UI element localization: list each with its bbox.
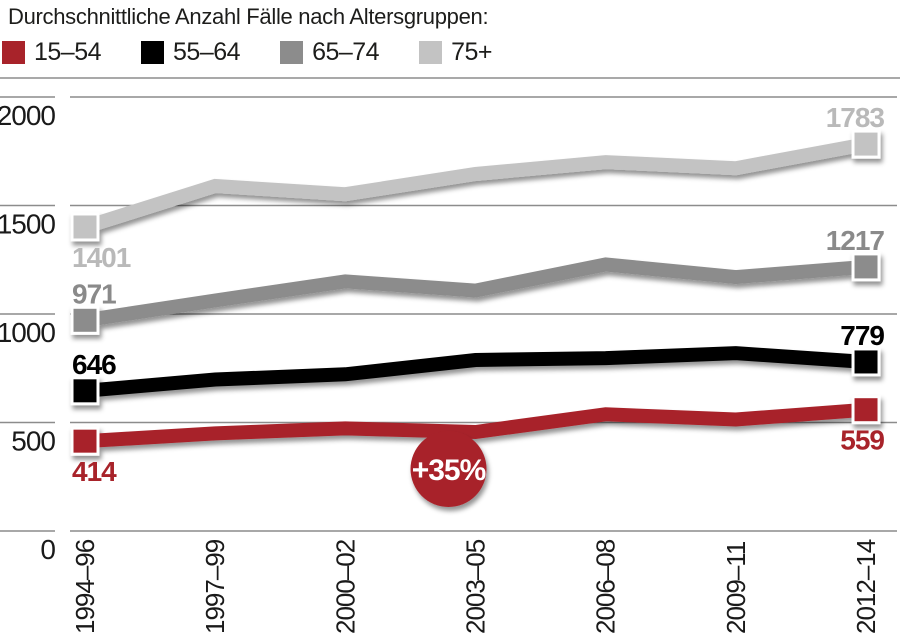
y-axis-label: 0 <box>40 534 55 565</box>
legend-label: 75+ <box>451 38 493 66</box>
data-marker-age-55-64 <box>851 347 881 377</box>
x-axis-label: 2009–11 <box>721 541 751 634</box>
data-marker-age-15-54 <box>851 395 881 425</box>
legend-label: 65–74 <box>312 38 380 66</box>
chart-title: Durchschnittliche Anzahl Fälle nach Alte… <box>8 4 489 29</box>
value-label-end-age-55-64: 779 <box>840 320 884 351</box>
legend-swatch-icon <box>280 41 304 64</box>
value-label-end-age-75-plus: 1783 <box>826 102 885 133</box>
data-marker-age-65-74 <box>851 252 881 282</box>
legend-item-55-64: 55–64 <box>141 38 241 67</box>
data-marker-age-65-74 <box>70 305 100 335</box>
series-age-75-plus <box>70 129 881 242</box>
legend: 15–54 55–64 65–74 75+ <box>2 38 532 67</box>
series-line-age-65-74 <box>83 257 867 328</box>
legend-swatch-icon <box>141 41 165 64</box>
badge-circle <box>410 431 487 507</box>
data-marker-age-15-54 <box>70 426 100 456</box>
x-axis-label: 1994–96 <box>70 539 100 634</box>
x-axis-label: 2006–08 <box>591 539 621 634</box>
y-axis-label: 1500 <box>0 209 55 240</box>
data-marker-age-75-plus <box>70 212 100 242</box>
annotation-badge: +35% <box>410 431 487 507</box>
value-label-end-age-65-74: 1217 <box>826 225 885 256</box>
legend-swatch-icon <box>2 41 25 64</box>
value-label-start-age-65-74: 971 <box>72 278 116 309</box>
value-label-start-age-55-64: 646 <box>72 349 116 380</box>
y-axis-label: 2000 <box>0 100 55 131</box>
value-label-start-age-75-plus: 1401 <box>72 242 131 273</box>
value-label-end-age-15-54: 559 <box>840 425 884 456</box>
series-line-age-15-54 <box>84 402 867 449</box>
legend-item-75+: 75+ <box>419 38 493 67</box>
x-axis-label: 2003–05 <box>461 539 491 634</box>
series-line-age-75-plus <box>82 137 868 234</box>
legend-item-15-54: 15–54 <box>2 38 102 67</box>
legend-label: 55–64 <box>173 38 241 66</box>
y-axis-label: 500 <box>11 426 55 457</box>
x-axis-label: 2012–14 <box>851 539 881 634</box>
series-age-65-74 <box>70 252 881 335</box>
legend-swatch-icon <box>419 41 443 64</box>
series-age-55-64 <box>70 346 881 406</box>
x-axis-label: 2000–02 <box>330 539 360 634</box>
legend-item-65-74: 65–74 <box>280 38 380 67</box>
x-axis-label: 1997–99 <box>200 539 230 634</box>
series-line-age-55-64 <box>84 346 867 398</box>
badge-label: +35% <box>412 454 486 487</box>
series-age-15-54 <box>70 395 881 456</box>
y-axis-label: 1000 <box>0 317 55 348</box>
legend-label: 15–54 <box>34 38 102 66</box>
data-marker-age-75-plus <box>851 129 881 159</box>
data-marker-age-55-64 <box>70 376 100 406</box>
value-label-start-age-15-54: 414 <box>72 456 117 487</box>
